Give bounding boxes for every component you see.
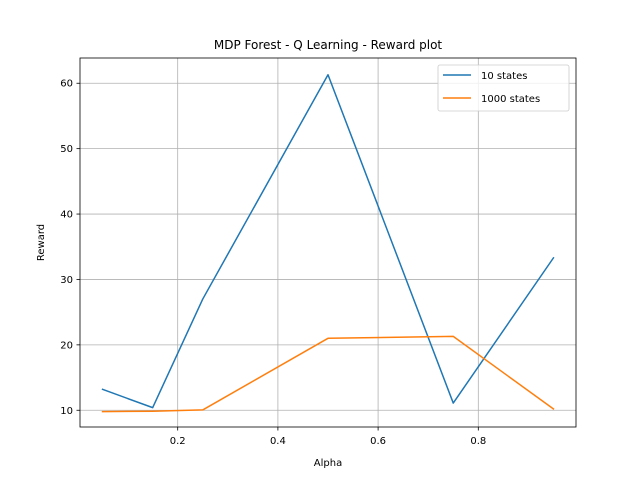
y-tick-label: 50 <box>60 144 73 155</box>
y-tick-label: 10 <box>60 406 73 417</box>
legend-label-10-states: 10 states <box>481 71 527 82</box>
y-tick-label: 40 <box>60 210 73 221</box>
x-tick-label: 0.8 <box>470 436 486 447</box>
y-tick-label: 60 <box>60 79 73 90</box>
axis-ticks: 0.2 0.4 0.6 0.8 10 20 30 40 50 60 <box>60 79 486 447</box>
series-line-10-states <box>101 73 555 409</box>
x-tick-label: 0.2 <box>170 436 186 447</box>
y-tick-label: 20 <box>60 340 73 351</box>
series-line-1000-states <box>101 335 555 413</box>
series-lines <box>101 73 555 413</box>
y-tick-label: 30 <box>60 275 73 286</box>
x-tick-label: 0.6 <box>370 436 386 447</box>
chart-title: MDP Forest - Q Learning - Reward plot <box>214 38 443 52</box>
y-axis-label: Reward <box>36 224 47 261</box>
legend-frame <box>437 64 570 112</box>
legend-label-1000-states: 1000 states <box>481 94 540 105</box>
x-tick-label: 0.4 <box>270 436 286 447</box>
plot-area-frame <box>79 57 577 428</box>
x-axis-label: Alpha <box>314 458 342 469</box>
legend: 10 states 1000 states <box>437 64 570 112</box>
